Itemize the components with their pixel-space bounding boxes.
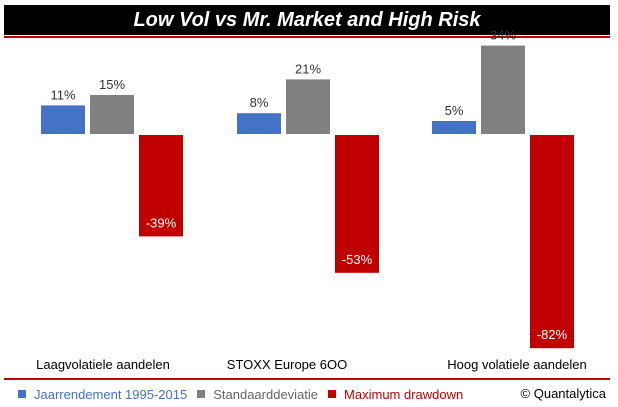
bar-stdev-2 [286, 79, 330, 134]
data-label-return-2: 8% [250, 95, 269, 110]
legend-item-return: Jaarrendement 1995-2015 [18, 387, 187, 402]
category-label-2: STOXX Europe 6OO [226, 357, 348, 372]
data-label-drawdown-1: -39% [146, 215, 177, 230]
chart-title: Low Vol vs Mr. Market and High Risk [133, 8, 481, 31]
bar-return-2 [237, 113, 281, 134]
legend-label-drawdown: Maximum drawdown [344, 386, 464, 402]
legend-item-drawdown: Maximum drawdown [328, 387, 463, 402]
category-label-3: Hoog volatiele aandelen [447, 357, 587, 372]
bar-return-3 [432, 121, 476, 134]
data-label-stdev-1: 15% [99, 77, 125, 92]
legend-label-stdev: Standaarddeviatie [213, 386, 319, 402]
bar-stdev-1 [90, 95, 134, 134]
data-label-return-3: 5% [445, 103, 464, 118]
title-bar: Low Vol vs Mr. Market and High Risk [4, 5, 610, 35]
bottom-divider [4, 378, 610, 380]
source-credit: © Quantalytica [520, 386, 606, 401]
bar-drawdown-3 [530, 135, 574, 349]
legend-swatch-return [18, 390, 26, 398]
legend-item-stdev: Standaarddeviatie [197, 387, 318, 402]
top-divider [4, 36, 610, 38]
data-label-stdev-3: 34% [490, 28, 516, 43]
category-label-1: Laagvolatiele aandelen [36, 357, 170, 372]
bar-return-1 [41, 105, 85, 134]
bar-drawdown-2 [335, 135, 379, 273]
data-label-return-1: 11% [50, 87, 75, 102]
legend-swatch-drawdown [328, 390, 337, 398]
legend-label-return: Jaarrendement 1995-2015 [34, 386, 188, 402]
bar-stdev-3 [481, 45, 525, 134]
legend: Jaarrendement 1995-2015 Standaarddeviati… [18, 386, 473, 402]
data-label-stdev-2: 21% [295, 61, 321, 76]
bar-drawdown-1 [139, 135, 183, 237]
legend-swatch-stdev [197, 390, 206, 398]
data-label-drawdown-3: -82% [537, 327, 568, 342]
data-label-drawdown-2: -53% [342, 252, 373, 267]
